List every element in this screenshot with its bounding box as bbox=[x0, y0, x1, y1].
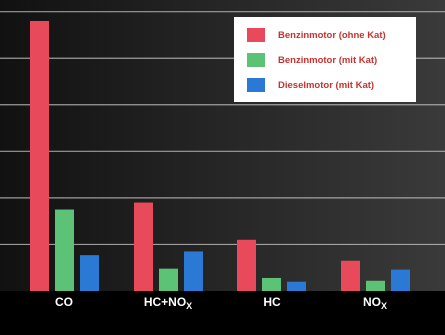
bar bbox=[55, 209, 74, 291]
category-label: NOX bbox=[363, 295, 387, 311]
category-label: HC+NOX bbox=[144, 295, 192, 311]
bar bbox=[134, 202, 153, 291]
bar bbox=[80, 255, 99, 291]
bar bbox=[262, 277, 281, 291]
category-labels: CO HC+NOX HC NOX bbox=[55, 295, 387, 311]
category-axis-band bbox=[0, 291, 445, 335]
legend-label: Benzinmotor (ohne Kat) bbox=[278, 30, 386, 41]
legend-swatch bbox=[247, 28, 265, 42]
bar bbox=[391, 269, 410, 291]
bar bbox=[159, 268, 178, 291]
legend-label: Benzinmotor (mit Kat) bbox=[278, 55, 377, 66]
bar bbox=[366, 280, 385, 291]
bar bbox=[30, 20, 49, 292]
bar bbox=[341, 260, 360, 291]
legend-swatch bbox=[247, 78, 265, 92]
category-label: CO bbox=[55, 295, 73, 309]
gridlines bbox=[0, 11, 445, 246]
category-label: HC bbox=[263, 295, 281, 309]
legend: Benzinmotor (ohne Kat) Benzinmotor (mit K… bbox=[234, 17, 416, 102]
bar bbox=[287, 281, 306, 291]
bar bbox=[237, 239, 256, 291]
legend-swatch bbox=[247, 53, 265, 67]
legend-label: Dieselmotor (mit Kat) bbox=[278, 80, 374, 91]
bars bbox=[30, 20, 410, 292]
bar bbox=[184, 251, 203, 291]
